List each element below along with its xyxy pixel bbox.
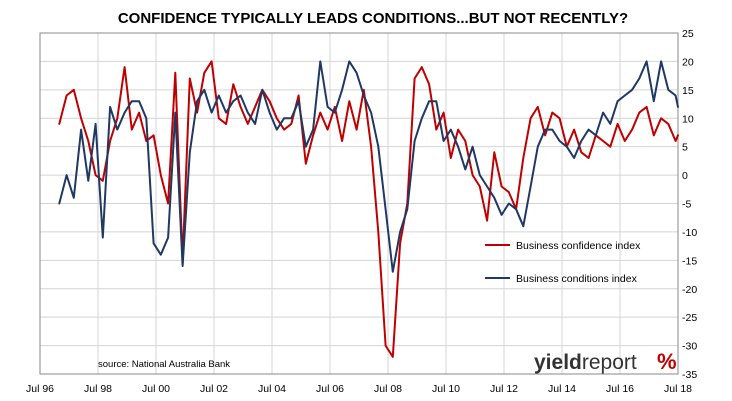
logo-text-report: report [582,351,637,374]
plot-area [39,32,679,375]
y-tick-label: -35 [682,369,697,381]
series-lines [58,60,679,358]
x-tick-label: Jul 00 [142,383,170,395]
x-tick-label: Jul 18 [664,383,692,395]
y-tick-label: 0 [682,170,688,182]
logo-percent-icon: % [657,349,677,374]
y-tick-label: -30 [682,341,697,353]
x-tick-label: Jul 04 [258,383,286,395]
x-tick-label: Jul 98 [84,383,112,395]
legend-label-conditions: Business conditions index [516,273,638,285]
x-tick-label: Jul 12 [490,383,518,395]
y-tick-label: -20 [682,284,697,296]
y-tick-label: 15 [682,85,694,97]
x-tick-labels: Jul 96 Jul 98 Jul 00 Jul 02 Jul 04 Jul 06 Jul … [26,383,692,395]
legend-label-confidence: Business confidence index [516,240,641,252]
yieldreport-logo: yieldreport % [534,349,677,374]
series-line-conditions [58,60,679,273]
y-tick-label: -10 [682,227,697,239]
x-tick-label: Jul 14 [548,383,576,395]
y-tick-label: -15 [682,255,697,267]
svg-text:yieldreport: yieldreport [534,351,637,374]
x-tick-label: Jul 02 [200,383,228,395]
x-tick-label: Jul 08 [374,383,402,395]
x-tick-label: Jul 16 [606,383,634,395]
y-tick-label: -25 [682,312,697,324]
x-tick-label: Jul 06 [316,383,344,395]
legend: Business confidence index Business condi… [485,240,641,285]
source-note: source: National Australia Bank [98,359,230,370]
logo-text-yield: yield [534,351,582,374]
y-tick-label: -5 [682,199,691,211]
y-tick-label: 20 [682,56,694,68]
y-tick-labels: 25 20 15 10 5 0 -5 -10 -15 -20 -25 -30 -35 [682,28,697,381]
x-tick-label: Jul 10 [432,383,460,395]
y-tick-label: 10 [682,113,694,125]
y-tick-label: 25 [682,28,694,40]
x-tick-label: Jul 96 [26,383,54,395]
chart-title: CONFIDENCE TYPICALLY LEADS CONDITIONS...… [118,10,628,27]
y-tick-label: 5 [682,142,688,154]
